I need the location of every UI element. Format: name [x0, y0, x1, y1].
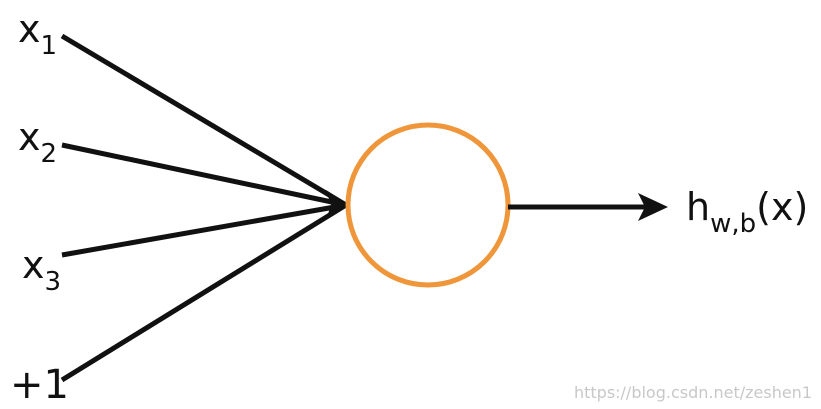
input-label-bias: +1	[10, 362, 69, 408]
output-arrowhead	[638, 193, 668, 221]
edge-x1	[60, 33, 348, 208]
input-label-x3: x3	[22, 243, 61, 297]
watermark-text: https://blog.csdn.net/zeshen1	[574, 383, 812, 402]
input-arrowhead	[326, 190, 350, 220]
neuron-node	[345, 122, 511, 288]
input-label-x2: x2	[18, 115, 57, 169]
edge-x2	[61, 142, 347, 208]
edge-x3	[61, 202, 347, 258]
output-label: hw,b(x)	[686, 185, 808, 239]
input-label-x1: x1	[18, 7, 57, 61]
edge-bias	[60, 202, 348, 383]
